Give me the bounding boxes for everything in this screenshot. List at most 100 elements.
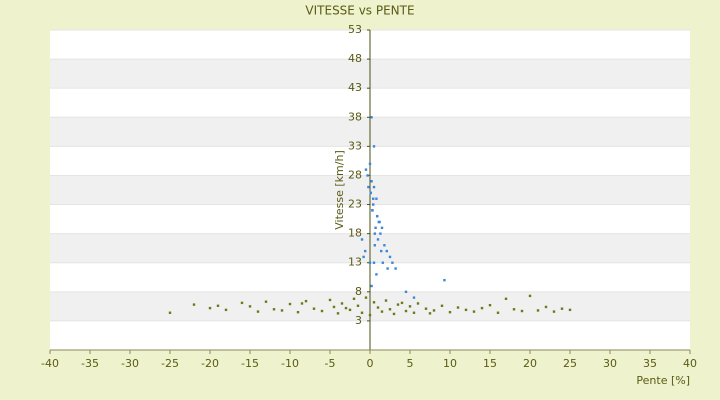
point — [372, 203, 375, 206]
point — [340, 302, 344, 305]
x-tick-label: -35 — [81, 357, 99, 370]
point — [372, 185, 376, 189]
point — [372, 197, 375, 200]
y-tick-label: 38 — [348, 110, 362, 123]
y-tick-label: 33 — [348, 139, 362, 152]
point — [367, 185, 370, 189]
x-tick-label: 25 — [563, 357, 577, 370]
point — [374, 226, 377, 230]
point — [428, 312, 432, 315]
point — [288, 302, 292, 306]
point — [312, 307, 316, 310]
point — [352, 297, 356, 300]
point — [396, 303, 400, 306]
point — [404, 309, 408, 313]
point — [364, 296, 368, 299]
point — [356, 304, 360, 307]
point — [248, 305, 252, 308]
point — [373, 232, 376, 235]
x-tick-label: 35 — [643, 357, 657, 370]
point — [375, 273, 378, 276]
point — [364, 249, 367, 253]
y-tick-label: 13 — [348, 256, 362, 269]
point — [391, 261, 394, 264]
point — [381, 261, 384, 264]
plot-area — [50, 29, 690, 351]
point — [216, 304, 220, 307]
point — [443, 278, 446, 282]
x-tick-label: 40 — [683, 357, 697, 370]
x-tick-label: -5 — [325, 357, 336, 370]
point — [379, 232, 382, 235]
y-tick-label: 18 — [348, 227, 362, 240]
point — [348, 308, 352, 312]
point — [332, 305, 336, 309]
point — [373, 244, 376, 247]
y-tick-label: 28 — [348, 168, 362, 181]
point — [568, 308, 572, 312]
point — [380, 249, 383, 253]
point — [496, 311, 500, 314]
point — [386, 267, 389, 270]
point — [280, 309, 284, 312]
point — [192, 303, 196, 306]
point — [369, 191, 372, 195]
point — [300, 302, 304, 305]
point — [272, 308, 276, 311]
y-tick-label: 8 — [355, 285, 362, 298]
chart-title: VITESSE vs PENTE — [305, 4, 414, 18]
x-tick-label: -10 — [281, 357, 299, 370]
point — [536, 309, 540, 312]
y-tick-label: 3 — [355, 314, 362, 327]
point — [404, 290, 408, 294]
point — [296, 310, 300, 314]
x-tick-label: 10 — [443, 357, 457, 370]
point — [388, 308, 392, 311]
point — [368, 162, 372, 166]
point — [362, 255, 365, 259]
point — [344, 306, 348, 310]
point — [385, 249, 388, 253]
point — [240, 301, 244, 305]
point — [394, 267, 397, 270]
point — [377, 220, 380, 224]
x-tick-label: 30 — [603, 357, 617, 370]
point — [376, 306, 380, 309]
point — [380, 226, 384, 230]
y-tick-label: 23 — [348, 198, 362, 211]
point — [552, 310, 556, 313]
x-tick-label: 15 — [483, 357, 497, 370]
point — [304, 299, 308, 303]
point — [440, 304, 444, 307]
point — [528, 294, 532, 298]
point — [375, 197, 378, 200]
point — [520, 309, 524, 313]
x-tick-label: -20 — [201, 357, 219, 370]
point — [456, 306, 460, 309]
x-tick-label: 5 — [407, 357, 414, 370]
point — [208, 306, 212, 310]
point — [512, 308, 516, 311]
point — [464, 308, 468, 312]
point — [256, 310, 260, 313]
point — [370, 284, 373, 288]
point — [366, 174, 369, 177]
y-axis-label: Vitesse [km/h] — [333, 150, 346, 230]
point — [372, 145, 376, 148]
point — [372, 301, 376, 304]
point — [224, 308, 228, 312]
x-tick-label: -25 — [161, 357, 179, 370]
point — [560, 307, 564, 310]
point — [412, 296, 416, 299]
point — [320, 309, 324, 313]
point — [264, 300, 268, 303]
y-tick-label: 53 — [348, 23, 362, 36]
point — [368, 313, 372, 317]
y-tick-label: 48 — [348, 52, 362, 65]
point — [368, 261, 372, 264]
point — [448, 310, 452, 314]
point — [432, 309, 436, 312]
x-tick-label: 0 — [367, 357, 374, 370]
x-tick-label: -30 — [121, 357, 139, 370]
